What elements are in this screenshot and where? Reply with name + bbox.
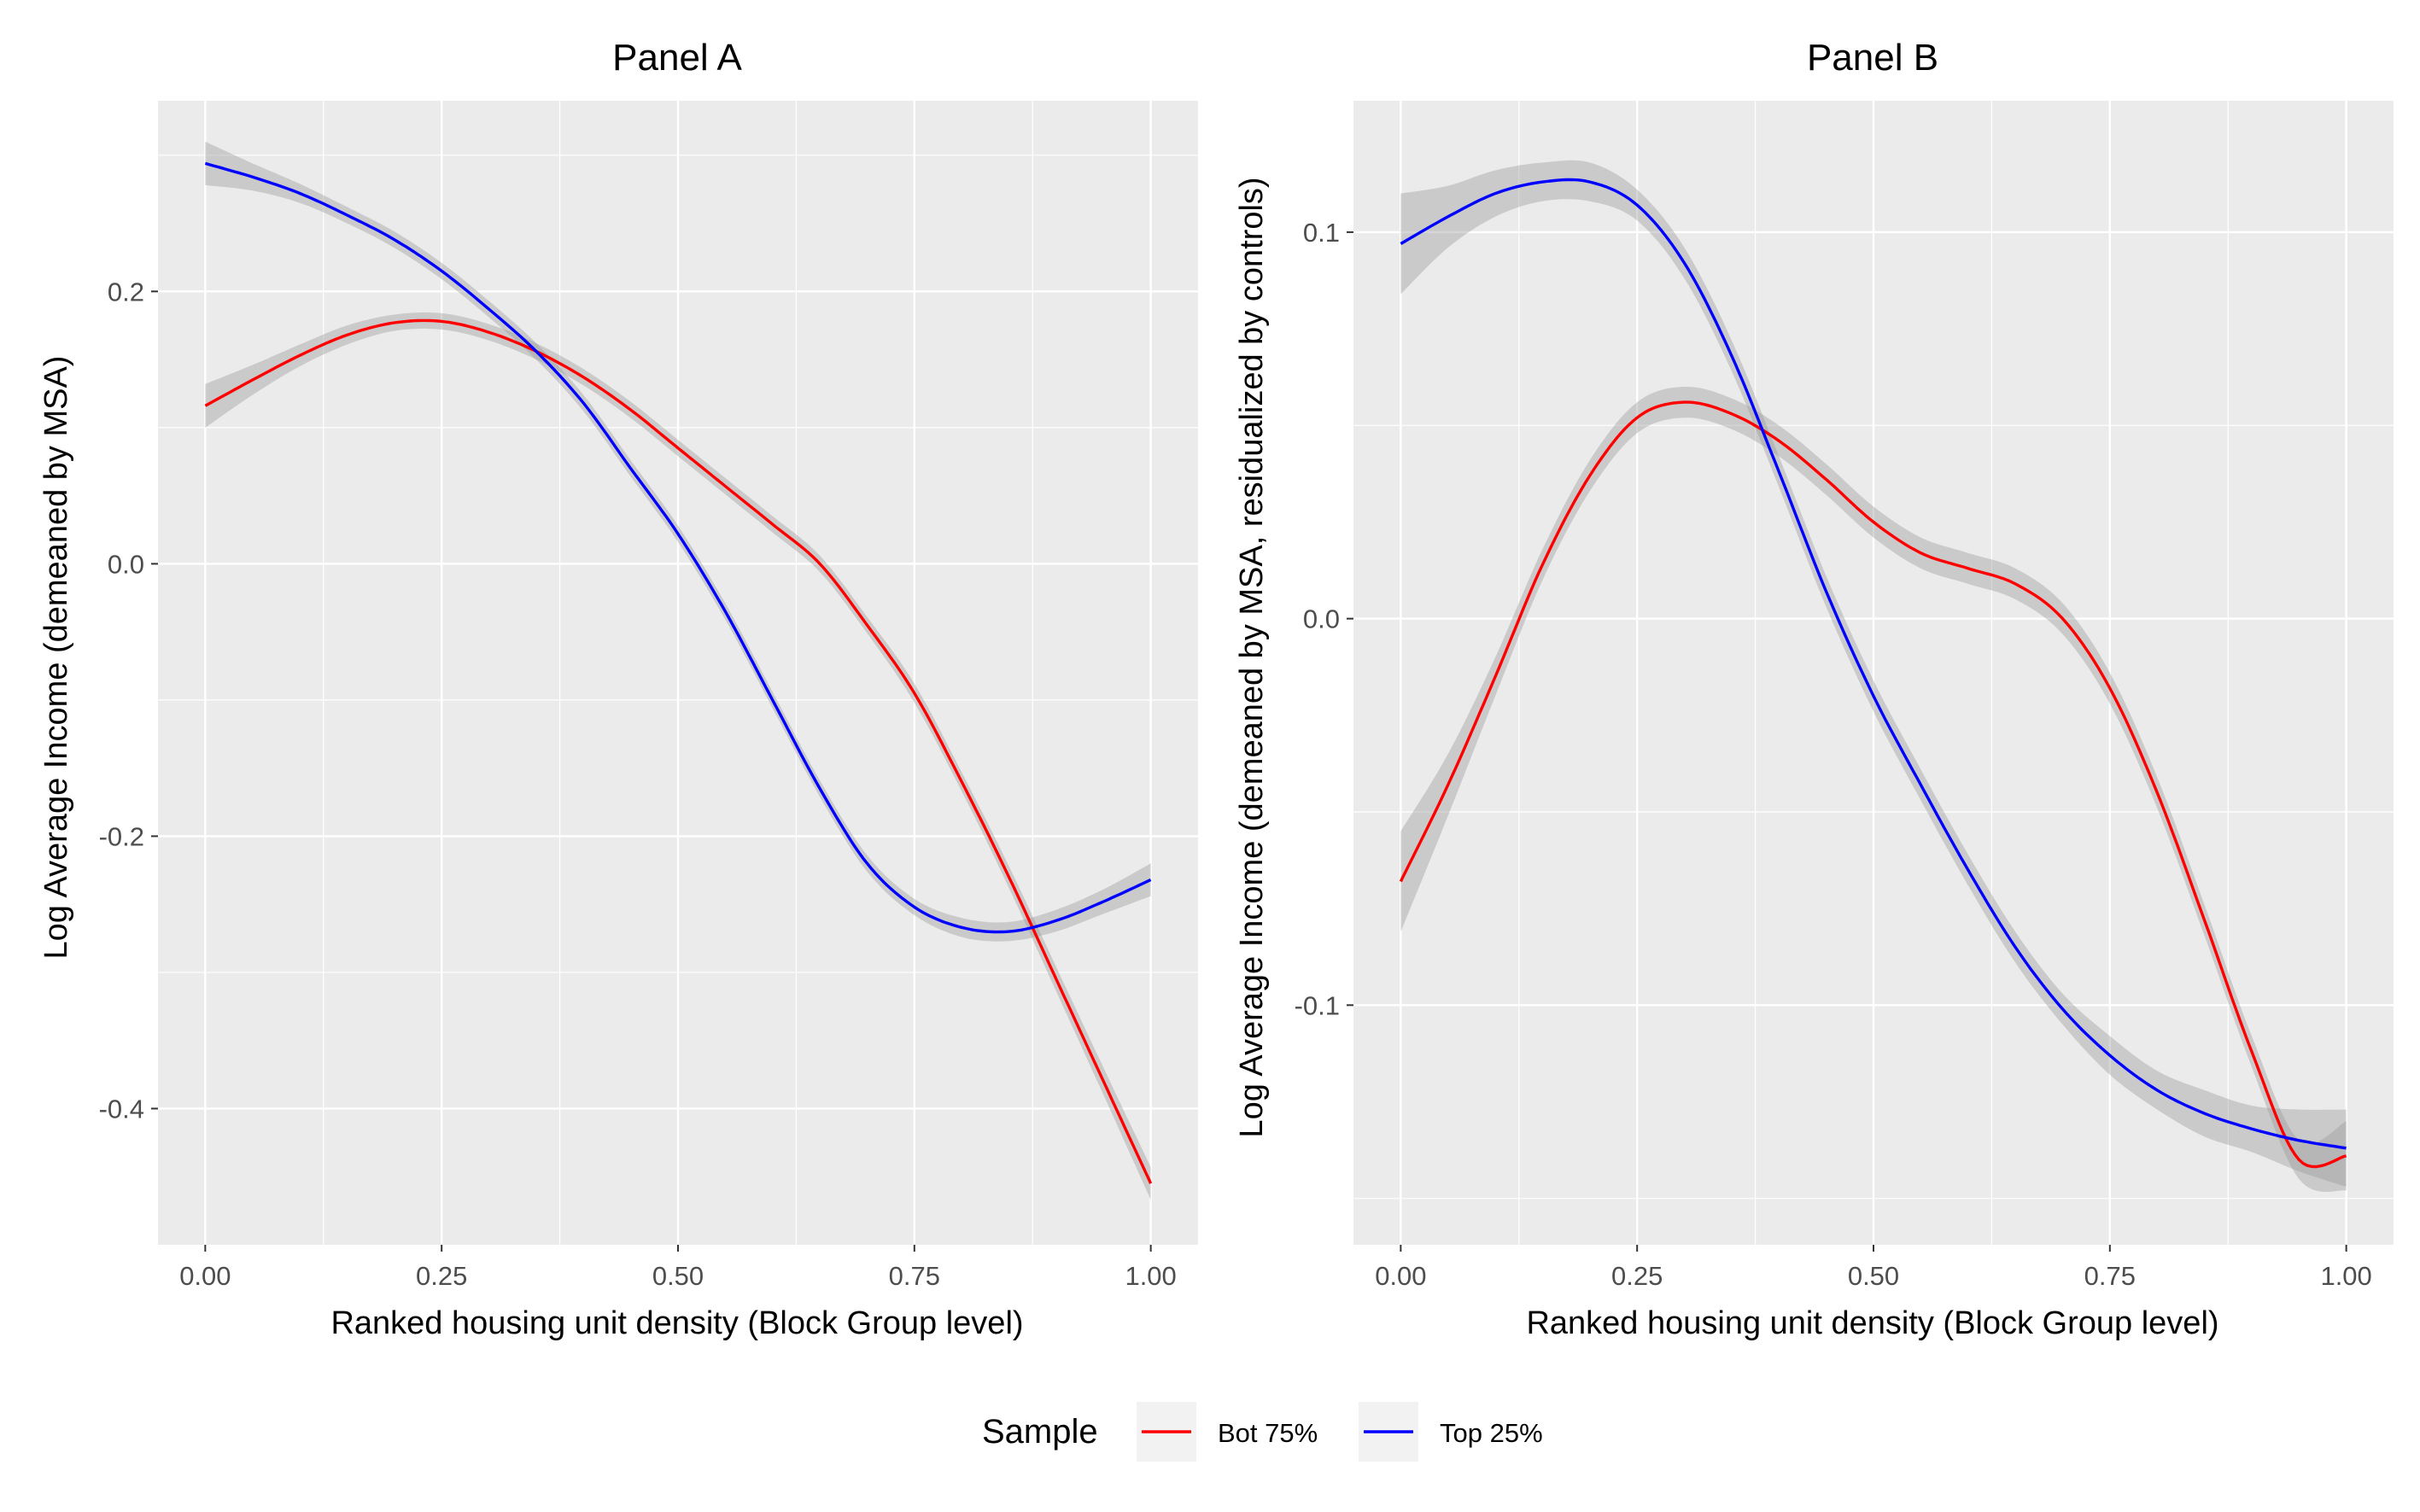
legend-label-bot-75: Bot 75% xyxy=(1218,1418,1318,1448)
x-tick-label: 0.00 xyxy=(1375,1261,1426,1291)
y-tick-label: -0.4 xyxy=(99,1094,144,1124)
panel-b-series-lines xyxy=(1399,178,2347,1169)
panel-a-major-grid xyxy=(158,101,1198,1245)
panel-a-title: Panel A xyxy=(612,37,742,79)
legend-label-top-25: Top 25% xyxy=(1440,1418,1543,1448)
panel-a-y-axis: -0.4 -0.2 0.0 0.2 xyxy=(99,277,158,1124)
panel-b-y-axis-title: Log Average Income (demeaned by MSA, res… xyxy=(1234,177,1270,1137)
y-tick-label: 0.1 xyxy=(1303,218,1340,248)
legend-title: Sample xyxy=(982,1413,1098,1451)
x-tick-label: 0.25 xyxy=(416,1261,467,1291)
panel-a-confidence-bands xyxy=(205,141,1151,1200)
panel-a-x-axis-title: Ranked housing unit density (Block Group… xyxy=(330,1305,1023,1341)
panel-a-x-axis: 0.00 0.25 0.50 0.75 1.00 xyxy=(179,1245,1177,1291)
panel-b-major-grid xyxy=(1353,101,2394,1245)
panel-b: Panel B 0.00 0.25 0.50 0.75 1.00 -0.10.00.1 … xyxy=(1234,37,2394,1341)
x-tick-label: 0.00 xyxy=(179,1261,231,1291)
x-tick-label: 1.00 xyxy=(1125,1261,1176,1291)
panel-b-x-axis: 0.00 0.25 0.50 0.75 1.00 xyxy=(1375,1245,2372,1291)
y-tick-label: 0.0 xyxy=(1303,604,1340,634)
series-line-top-25 xyxy=(204,161,1152,934)
y-tick-label: -0.1 xyxy=(1295,990,1340,1020)
panel-b-title: Panel B xyxy=(1807,37,1938,79)
series-line-top-25 xyxy=(1400,178,2347,1150)
panel-a: Panel A 0.00 0.25 0.50 0.75 1.00 -0.4 -0.2 0.0… xyxy=(38,37,1198,1341)
y-tick-label: 0.0 xyxy=(108,549,144,579)
x-tick-label: 0.50 xyxy=(652,1261,704,1291)
y-tick-label: 0.2 xyxy=(108,277,144,306)
x-tick-label: 0.25 xyxy=(1611,1261,1663,1291)
x-tick-label: 0.50 xyxy=(1848,1261,1899,1291)
series-line-bot-75 xyxy=(1399,400,2347,1169)
x-tick-label: 0.75 xyxy=(889,1261,940,1291)
panel-a-y-axis-title: Log Average Income (demeaned by MSA) xyxy=(38,356,74,960)
panel-a-series-lines xyxy=(204,161,1153,1184)
x-tick-label: 1.00 xyxy=(2320,1261,2371,1291)
panel-b-x-axis-title: Ranked housing unit density (Block Group… xyxy=(1526,1305,2218,1341)
legend: Sample Bot 75% Top 25% xyxy=(982,1402,1543,1462)
series-line-bot-75 xyxy=(204,318,1153,1184)
x-tick-label: 0.75 xyxy=(2084,1261,2136,1291)
y-tick-label: -0.2 xyxy=(99,821,144,851)
panel-b-y-axis: -0.1 0.0 0.1 xyxy=(1295,218,1353,1020)
confidence-band-top-25 xyxy=(205,141,1151,942)
